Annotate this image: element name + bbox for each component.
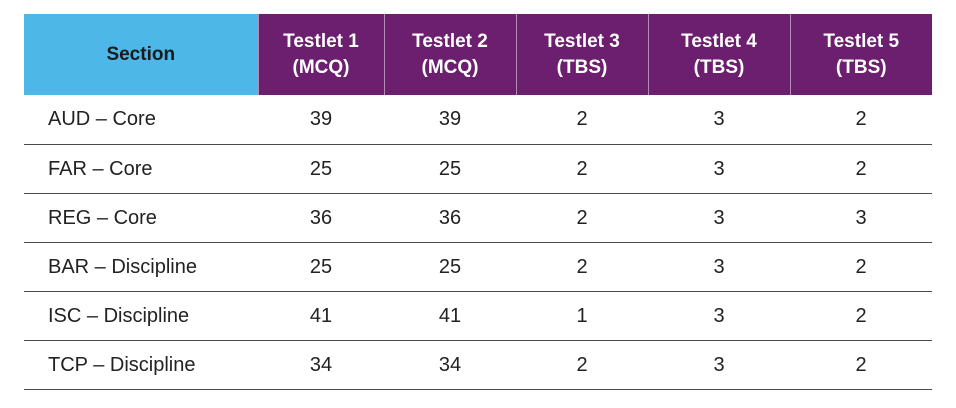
section-cell: AUD – Core (24, 95, 258, 145)
value-cell: 2 (516, 95, 648, 145)
value-cell: 1 (516, 291, 648, 341)
value-cell: 2 (516, 193, 648, 243)
header-row: Section Testlet 1 (MCQ) Testlet 2 (MCQ) … (24, 14, 932, 95)
table-header: Section Testlet 1 (MCQ) Testlet 2 (MCQ) … (24, 14, 932, 95)
exam-structure-table-container: Section Testlet 1 (MCQ) Testlet 2 (MCQ) … (24, 14, 932, 390)
section-cell: REG – Core (24, 193, 258, 243)
table-row: FAR – Core 25 25 2 3 2 (24, 144, 932, 194)
value-cell: 41 (258, 291, 384, 341)
header-sublabel: (TBS) (556, 56, 608, 78)
value-cell: 3 (648, 291, 790, 341)
value-cell: 2 (516, 242, 648, 292)
table-row: TCP – Discipline 34 34 2 3 2 (24, 340, 932, 390)
section-cell: BAR – Discipline (24, 242, 258, 292)
value-cell: 2 (790, 144, 932, 194)
value-cell: 34 (384, 340, 516, 390)
header-label: Testlet 5 (823, 30, 900, 52)
section-cell: TCP – Discipline (24, 340, 258, 390)
value-cell: 39 (258, 95, 384, 145)
value-cell: 25 (258, 242, 384, 292)
section-cell: ISC – Discipline (24, 291, 258, 341)
table-row: ISC – Discipline 41 41 1 3 2 (24, 291, 932, 341)
header-sublabel: (TBS) (835, 56, 887, 78)
header-label: Testlet 2 (412, 30, 488, 52)
table-row: AUD – Core 39 39 2 3 2 (24, 95, 932, 145)
header-label: Testlet 4 (681, 30, 757, 52)
value-cell: 25 (258, 144, 384, 194)
exam-structure-table: Section Testlet 1 (MCQ) Testlet 2 (MCQ) … (24, 14, 932, 390)
value-cell: 25 (384, 242, 516, 292)
column-header-testlet-4: Testlet 4 (TBS) (647, 14, 790, 95)
value-cell: 2 (790, 340, 932, 390)
header-sublabel: (MCQ) (421, 56, 479, 78)
value-cell: 2 (516, 144, 648, 194)
value-cell: 2 (790, 291, 932, 341)
value-cell: 3 (648, 144, 790, 194)
value-cell: 3 (790, 193, 932, 243)
value-cell: 2 (790, 242, 932, 292)
value-cell: 25 (384, 144, 516, 194)
header-sublabel: (TBS) (693, 56, 745, 78)
column-header-testlet-3: Testlet 3 (TBS) (515, 14, 648, 95)
value-cell: 2 (790, 95, 932, 145)
column-header-testlet-5: Testlet 5 (TBS) (789, 14, 932, 95)
value-cell: 3 (648, 193, 790, 243)
value-cell: 3 (648, 242, 790, 292)
value-cell: 41 (384, 291, 516, 341)
table-row: REG – Core 36 36 2 3 3 (24, 193, 932, 243)
header-label: Testlet 3 (544, 30, 620, 52)
column-header-testlet-2: Testlet 2 (MCQ) (383, 14, 516, 95)
header-label: Testlet 1 (283, 30, 359, 52)
value-cell: 36 (384, 193, 516, 243)
section-cell: FAR – Core (24, 144, 258, 194)
header-sublabel: (MCQ) (292, 56, 350, 78)
value-cell: 3 (648, 340, 790, 390)
value-cell: 3 (648, 95, 790, 145)
value-cell: 39 (384, 95, 516, 145)
column-header-testlet-1: Testlet 1 (MCQ) (257, 14, 384, 95)
value-cell: 2 (516, 340, 648, 390)
table-row: BAR – Discipline 25 25 2 3 2 (24, 242, 932, 292)
value-cell: 34 (258, 340, 384, 390)
value-cell: 36 (258, 193, 384, 243)
column-header-section: Section (24, 14, 258, 95)
table-body: AUD – Core 39 39 2 3 2 FAR – Core 25 25 … (24, 95, 932, 390)
